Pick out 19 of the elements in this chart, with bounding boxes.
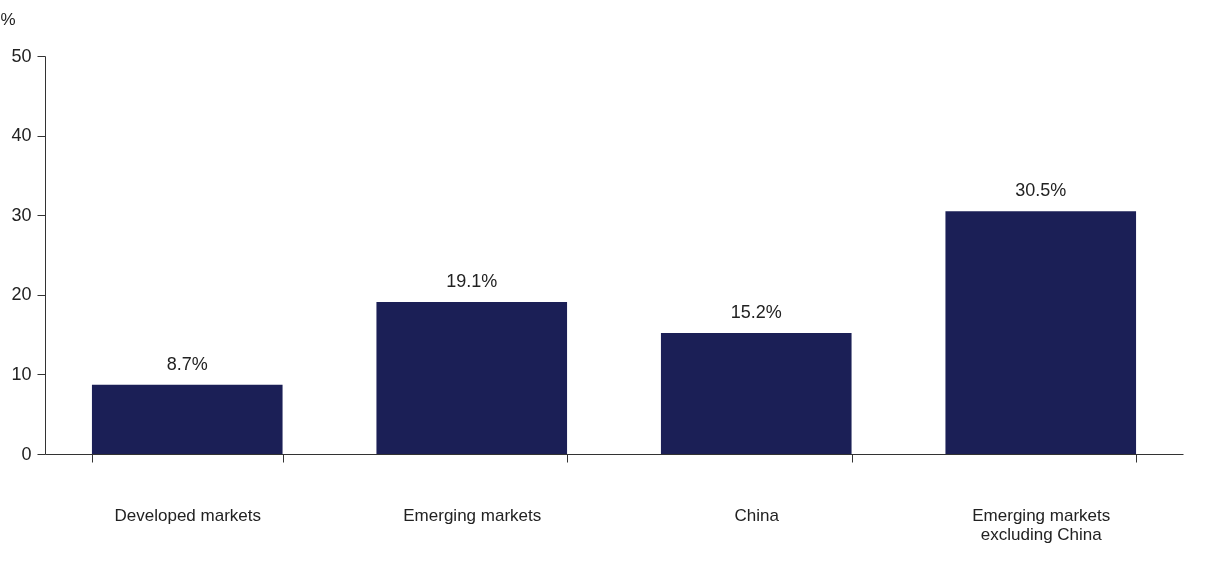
y-tick-label: 20 <box>11 284 32 305</box>
y-tick-label: 30 <box>11 204 32 225</box>
data-label: 19.1% <box>446 270 498 291</box>
bar <box>91 384 283 454</box>
bar <box>945 211 1137 454</box>
data-label: 8.7% <box>166 353 208 374</box>
y-tick-label: 40 <box>11 125 32 146</box>
bar <box>660 333 852 454</box>
data-label: 15.2% <box>730 302 782 323</box>
y-axis-title: % <box>0 9 16 29</box>
y-tick-label: 50 <box>11 45 32 66</box>
y-tick-label: 10 <box>11 363 32 384</box>
x-tick-label: Emerging markets <box>403 505 542 525</box>
y-tick-label: 0 <box>21 443 32 464</box>
data-label: 30.5% <box>1015 180 1067 201</box>
x-tick-label: Developed markets <box>114 505 261 525</box>
x-tick-label: Emerging markets excluding China <box>972 505 1111 544</box>
x-tick-label: China <box>734 505 780 525</box>
bar <box>376 301 568 454</box>
